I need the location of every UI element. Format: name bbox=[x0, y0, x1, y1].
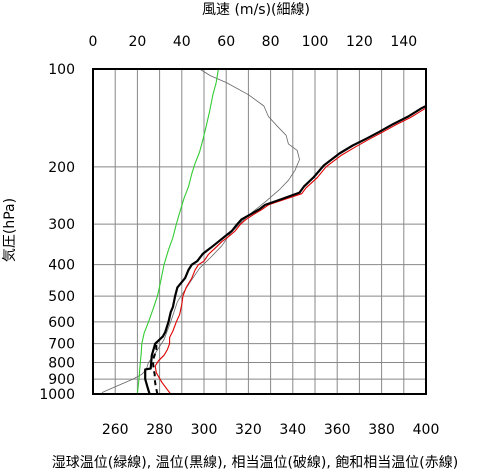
top-tick-label: 20 bbox=[128, 34, 146, 50]
series-layer bbox=[101, 68, 427, 395]
top-tick-label: 80 bbox=[262, 34, 280, 50]
bottom-tick-label: 380 bbox=[368, 422, 395, 438]
y-axis-label: 気圧(hPa) bbox=[2, 198, 18, 262]
y-tick-label: 800 bbox=[48, 356, 75, 372]
series-wet-bulb-line bbox=[136, 68, 219, 395]
top-tick-label: 140 bbox=[390, 34, 417, 50]
y-tick-label: 700 bbox=[48, 337, 75, 353]
y-tick-label: 300 bbox=[48, 217, 75, 233]
y-tick-label: 900 bbox=[48, 372, 75, 388]
top-tick-label: 60 bbox=[217, 34, 235, 50]
top-axis-label: 風速 (m/s)(細線) bbox=[202, 2, 310, 18]
bottom-tick-label: 400 bbox=[413, 422, 440, 438]
top-tick-labels: 0 20 40 60 80 100 120 140 bbox=[89, 34, 418, 50]
y-tick-label: 100 bbox=[48, 62, 75, 78]
series-theta-es-line bbox=[154, 107, 427, 395]
top-tick-label: 100 bbox=[302, 34, 329, 50]
top-tick-label: 0 bbox=[89, 34, 98, 50]
plot-frame bbox=[92, 68, 427, 395]
x-axis-label: 湿球温位(緑線), 温位(黒線), 相当温位(破線), 飽和相当温位(赤線) bbox=[52, 454, 458, 471]
bottom-tick-label: 300 bbox=[191, 422, 218, 438]
y-tick-label: 500 bbox=[48, 289, 75, 305]
top-tick-label: 40 bbox=[173, 34, 191, 50]
bottom-tick-label: 280 bbox=[146, 422, 173, 438]
series-theta-line bbox=[144, 105, 427, 395]
top-tick-label: 120 bbox=[346, 34, 373, 50]
y-tick-label: 600 bbox=[48, 315, 75, 331]
y-tick-label: 1000 bbox=[39, 387, 75, 403]
bottom-tick-label: 320 bbox=[235, 422, 262, 438]
bottom-tick-label: 360 bbox=[324, 422, 351, 438]
y-tick-label: 400 bbox=[48, 258, 75, 274]
series-theta-e-line bbox=[151, 343, 159, 395]
grid bbox=[92, 68, 427, 395]
bottom-tick-label: 340 bbox=[279, 422, 306, 438]
y-tick-label: 200 bbox=[48, 160, 75, 176]
bottom-tick-label: 260 bbox=[102, 422, 129, 438]
bottom-tick-labels: 260 280 300 320 340 360 380 400 bbox=[102, 422, 440, 438]
